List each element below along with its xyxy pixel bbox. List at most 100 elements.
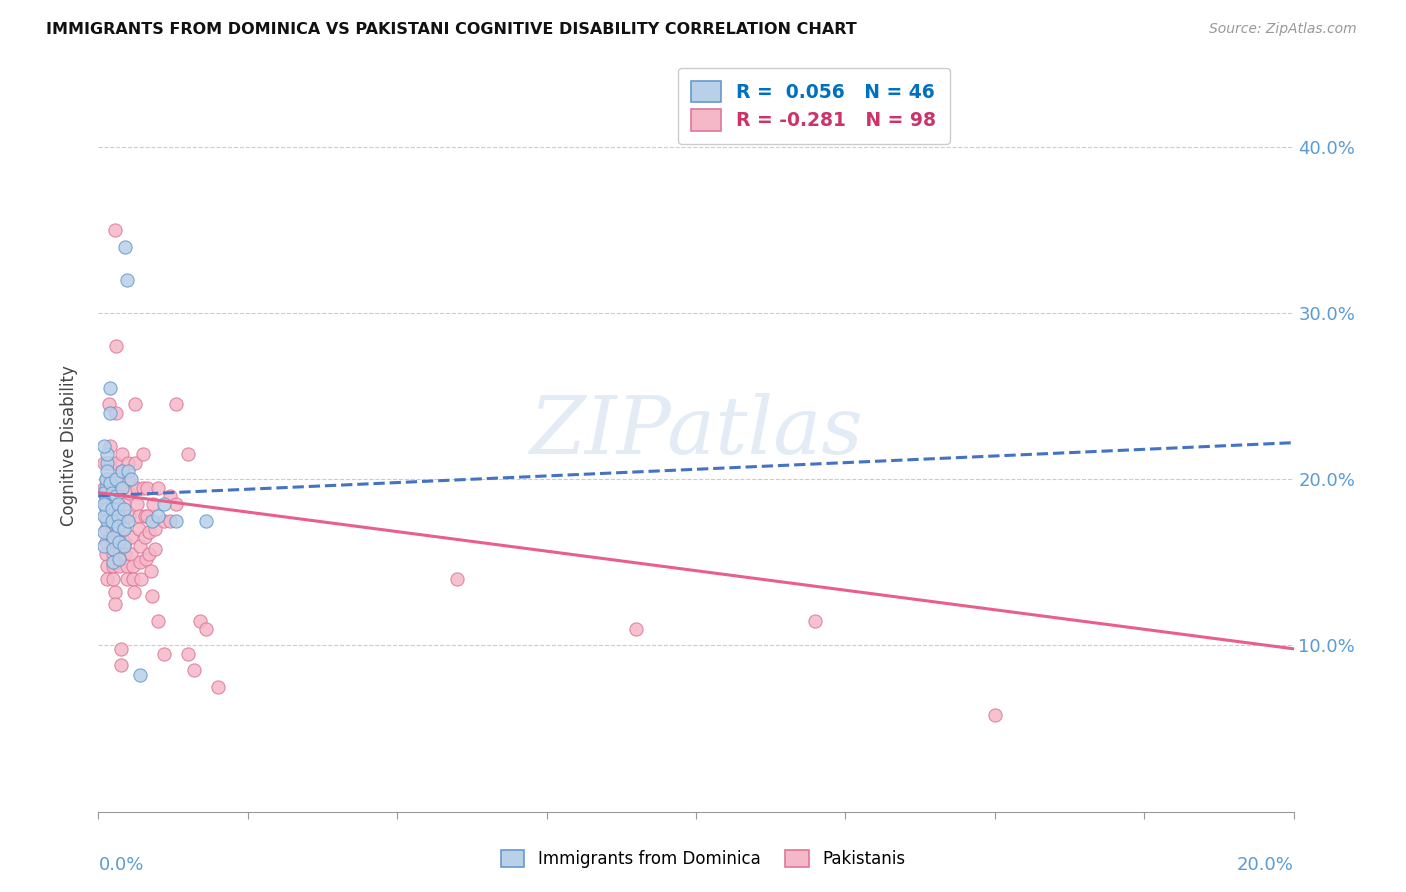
Point <box>134 530 156 544</box>
Point <box>108 552 131 566</box>
Point <box>117 456 139 470</box>
Point <box>446 572 468 586</box>
Point <box>105 489 128 503</box>
Point <box>183 664 205 678</box>
Point <box>98 456 122 470</box>
Point <box>120 472 142 486</box>
Point <box>148 614 170 628</box>
Point <box>112 497 135 511</box>
Point <box>111 464 134 478</box>
Point <box>96 456 118 470</box>
Point <box>111 481 134 495</box>
Point <box>127 481 149 495</box>
Text: 0.0%: 0.0% <box>98 855 143 873</box>
Y-axis label: Cognitive Disability: Cognitive Disability <box>59 366 77 526</box>
Point <box>177 447 200 461</box>
Point <box>139 564 162 578</box>
Point <box>93 539 115 553</box>
Point <box>207 680 229 694</box>
Point <box>118 485 141 500</box>
Point <box>104 585 127 599</box>
Point <box>104 597 127 611</box>
Point <box>165 397 187 411</box>
Point <box>94 472 117 486</box>
Legend: Immigrants from Dominica, Pakistanis: Immigrants from Dominica, Pakistanis <box>495 843 911 875</box>
Point <box>96 514 118 528</box>
Point <box>148 508 170 523</box>
Point <box>117 464 139 478</box>
Point <box>120 530 142 544</box>
Point <box>111 481 134 495</box>
Point <box>105 339 128 353</box>
Point <box>153 514 176 528</box>
Point <box>94 472 117 486</box>
Point <box>94 522 117 536</box>
Point <box>132 447 155 461</box>
Point <box>105 485 128 500</box>
Point <box>96 558 118 573</box>
Point <box>94 481 117 495</box>
Point <box>195 514 218 528</box>
Point <box>128 508 150 523</box>
Point <box>105 456 128 470</box>
Point <box>98 381 122 395</box>
Point <box>195 622 218 636</box>
Point <box>117 514 139 528</box>
Point <box>134 508 156 523</box>
Point <box>103 555 125 569</box>
Point <box>115 273 138 287</box>
Point <box>141 589 163 603</box>
Point <box>103 558 125 573</box>
Point <box>98 397 121 411</box>
Point <box>110 641 132 656</box>
Point <box>135 552 157 566</box>
Point <box>103 572 125 586</box>
Point <box>93 456 115 470</box>
Point <box>107 497 129 511</box>
Point <box>100 508 122 523</box>
Point <box>124 397 146 411</box>
Point <box>129 668 152 682</box>
Point <box>96 572 118 586</box>
Point <box>127 497 149 511</box>
Point <box>112 508 135 523</box>
Point <box>98 472 122 486</box>
Point <box>129 539 152 553</box>
Point <box>93 485 115 500</box>
Text: IMMIGRANTS FROM DOMINICA VS PAKISTANI COGNITIVE DISABILITY CORRELATION CHART: IMMIGRANTS FROM DOMINICA VS PAKISTANI CO… <box>46 22 858 37</box>
Point <box>122 558 145 573</box>
Point <box>98 475 122 490</box>
Point <box>626 622 648 636</box>
Point <box>100 514 122 528</box>
Point <box>103 530 125 544</box>
Point <box>94 547 117 561</box>
Point <box>108 535 131 549</box>
Point <box>100 485 122 500</box>
Point <box>124 456 146 470</box>
Point <box>118 508 141 523</box>
Point <box>93 508 115 523</box>
Point <box>124 585 146 599</box>
Point <box>96 464 118 478</box>
Point <box>111 447 134 461</box>
Point <box>143 522 166 536</box>
Point <box>804 614 827 628</box>
Text: ZIPatlas: ZIPatlas <box>529 392 863 470</box>
Point <box>103 542 125 557</box>
Point <box>112 522 135 536</box>
Point <box>143 542 166 557</box>
Point <box>129 555 152 569</box>
Point <box>94 492 117 507</box>
Point <box>93 439 115 453</box>
Point <box>111 464 134 478</box>
Point <box>103 547 125 561</box>
Point <box>100 485 122 500</box>
Point <box>120 547 142 561</box>
Point <box>107 497 129 511</box>
Point <box>136 508 159 523</box>
Point <box>98 439 122 453</box>
Point <box>128 522 150 536</box>
Text: 20.0%: 20.0% <box>1237 855 1294 873</box>
Point <box>107 518 129 533</box>
Point <box>165 514 187 528</box>
